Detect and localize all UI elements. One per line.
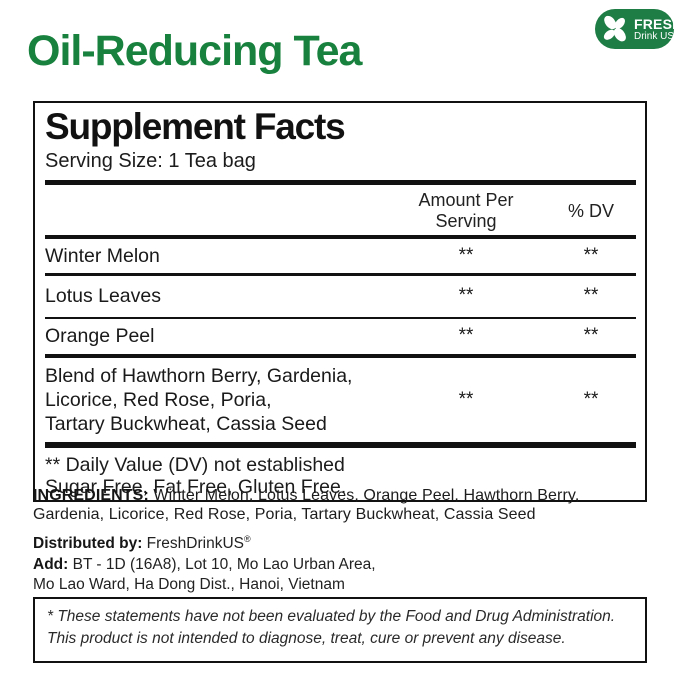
dv-not-established-note: ** Daily Value (DV) not established [45,454,345,476]
distributed-by-label: Distributed by: [33,535,143,553]
blend-line-1: Blend of Hawthorn Berry, Gardenia, [45,365,353,387]
address-label: Add: [33,555,69,573]
facts-footnote: ** Daily Value (DV) not established Suga… [45,448,636,500]
dv-value: ** [583,389,599,410]
supplement-facts-panel: Supplement Facts Serving Size: 1 Tea bag… [33,101,647,502]
blend-line-3: Tartary Buckwheat, Cassia Seed [45,413,327,435]
blend-line-2: Licorice, Red Rose, Poria, [45,389,272,411]
header-amount-per-serving: Amount Per Serving [418,190,514,231]
ingredients-paragraph: INGREDIENTS: Winter Melon, Lotus Leaves,… [33,487,658,524]
ingredient-name: Winter Melon [45,245,160,267]
table-row: Winter Melon ** ** [45,239,636,276]
serving-size: Serving Size: 1 Tea bag [45,150,256,172]
amount-value: ** [458,389,474,410]
ingredients-line2: Gardenia, Licorice, Red Rose, Poria, Tar… [33,505,536,523]
fda-disclaimer-box: * These statements have not been evaluat… [33,597,647,663]
page-title: Oil-Reducing Tea [27,27,362,75]
disclaimer-line-1: * These statements have not been evaluat… [47,608,616,625]
ingredients-line1: Winter Melon, Lotus Leaves, Orange Peel,… [148,487,580,504]
supplement-facts-title: Supplement Facts [45,106,346,147]
address-line-2: Mo Lao Ward, Ha Dong Dist., Hanoi, Vietn… [33,576,345,594]
registered-trademark-symbol: ® [244,534,251,544]
dv-value: ** [583,245,599,266]
disclaimer-line-2: This product is not intended to diagnose… [47,630,566,647]
table-row: Orange Peel ** ** [45,319,636,358]
address-value-1: BT - 1D (16A8), Lot 10, Mo Lao Urban Are… [68,555,376,573]
details-block: INGREDIENTS: Winter Melon, Lotus Leaves,… [33,487,658,596]
ingredients-label: INGREDIENTS: [33,487,149,504]
brand-logo-text: FRESH Drink US [634,17,679,42]
address-line-1: Add: BT - 1D (16A8), Lot 10, Mo Lao Urba… [33,555,658,576]
brand-logo: FRESH Drink US [595,9,679,49]
distributed-by-value: FreshDrinkUS [142,535,245,553]
leaf-icon [603,15,626,41]
ingredient-name: Orange Peel [45,325,155,347]
ingredient-name: Blend of Hawthorn Berry, Gardenia, Licor… [45,364,386,436]
header-percent-dv: % DV [567,200,614,221]
free-claims: Sugar Free, Fat Free, Gluten Free. [45,476,347,498]
table-row: Lotus Leaves ** ** [45,276,636,319]
dv-value: ** [583,285,599,306]
brand-subname: Drink US [634,30,675,42]
brand-name: FRESH [634,15,679,32]
distributed-by-line: Distributed by: FreshDrinkUS® [33,529,658,555]
thick-divider [45,180,636,185]
facts-header-row: Amount Per Serving % DV [45,185,636,239]
amount-value: ** [458,325,474,346]
ingredient-name: Lotus Leaves [45,285,162,307]
amount-value: ** [458,245,474,266]
dv-value: ** [583,325,599,346]
table-row: Blend of Hawthorn Berry, Gardenia, Licor… [45,358,636,448]
amount-value: ** [458,285,474,306]
